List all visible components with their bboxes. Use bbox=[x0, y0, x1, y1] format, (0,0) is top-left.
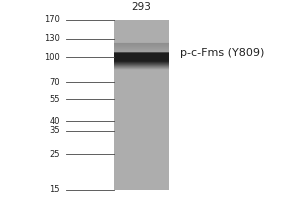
Text: 70: 70 bbox=[50, 78, 60, 87]
Text: 15: 15 bbox=[50, 186, 60, 194]
Text: 55: 55 bbox=[50, 95, 60, 104]
Text: 170: 170 bbox=[44, 16, 60, 24]
Text: 100: 100 bbox=[44, 53, 60, 62]
Text: 35: 35 bbox=[50, 126, 60, 135]
Text: 25: 25 bbox=[50, 150, 60, 159]
Text: 40: 40 bbox=[50, 117, 60, 126]
Text: p-c-Fms (Y809): p-c-Fms (Y809) bbox=[180, 48, 264, 58]
Text: 293: 293 bbox=[131, 2, 151, 12]
Text: 130: 130 bbox=[44, 34, 60, 43]
